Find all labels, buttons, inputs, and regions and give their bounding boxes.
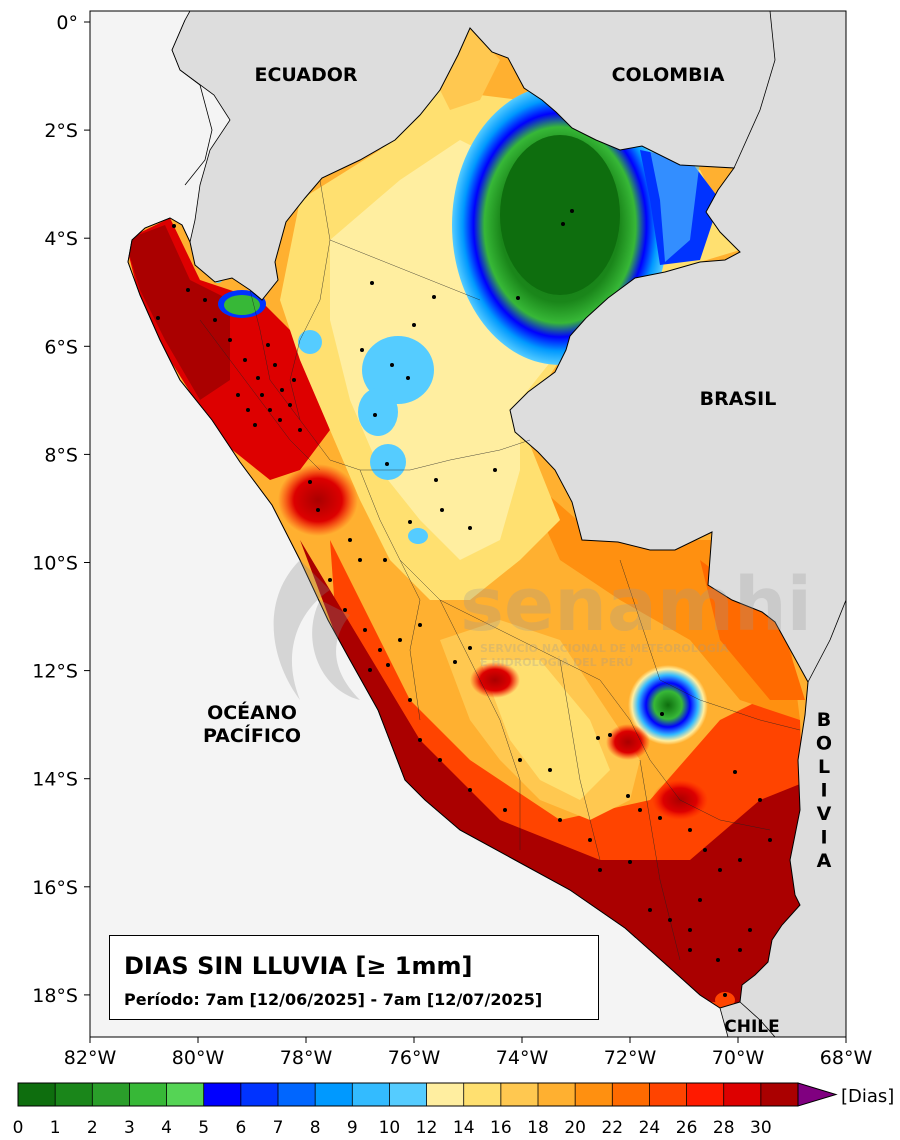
colorbar-tick-label: 26: [676, 1118, 698, 1138]
peru-outline: [127, 27, 809, 1009]
colorbar-tick-label: 22: [601, 1118, 623, 1138]
longitude-ticks: 82°W 80°W 78°W 76°W 74°W 72°W 70°W 68°W: [64, 1037, 873, 1069]
colorbar: 0 1 2 3 4 5 6 7 8 9 10 12 14 16 18 20 22 24 26 28 30[Dias]: [13, 1082, 894, 1138]
lat-tick-label: 4°S: [44, 228, 78, 250]
lon-tick-label: 70°W: [712, 1047, 765, 1069]
map-title: DIAS SIN LLUVIA [≥ 1mm]: [124, 952, 473, 980]
colorbar-extend-arrow: [797, 1082, 838, 1107]
station-markers: [156, 209, 772, 997]
lon-tick-label: 78°W: [280, 1047, 333, 1069]
label-bolivia-letter: V: [817, 803, 832, 825]
colorbar-swatch: [55, 1083, 93, 1106]
colorbar-tick-label: 24: [639, 1118, 661, 1138]
colorbar-swatch: [463, 1083, 502, 1106]
lat-tick-label: 18°S: [32, 985, 78, 1007]
label-bolivia-letter: A: [817, 850, 832, 872]
svg-text:SERVICIO NACIONAL DE METEOROLO: SERVICIO NACIONAL DE METEOROLOGÍA: [480, 642, 729, 655]
label-bolivia-letter: I: [820, 780, 827, 802]
label-bolivia-letter: I: [820, 827, 827, 849]
label-bolivia-letter: O: [816, 733, 832, 755]
colorbar-swatch: [575, 1083, 613, 1106]
lon-tick-label: 82°W: [64, 1047, 117, 1069]
label-ecuador: ECUADOR: [254, 64, 357, 86]
label-ocean-line1: OCÉANO: [207, 701, 297, 724]
latitude-ticks: 0° 2°S 4°S 6°S 8°S 10°S 12°S 14°S 16°S 18°S: [32, 12, 90, 1007]
svg-text:E HIDROLOGÍA DEL PERÚ: E HIDROLOGÍA DEL PERÚ: [480, 656, 634, 669]
colorbar-swatch: [203, 1083, 242, 1106]
colorbar-swatch: [500, 1083, 539, 1106]
lon-tick-label: 72°W: [604, 1047, 657, 1069]
senamhi-watermark: senamhi SERVICIO NACIONAL DE METEOROLOGÍ…: [273, 560, 812, 700]
colorbar-tick-label: 1: [50, 1118, 61, 1138]
colorbar-tick-label: 10: [379, 1118, 401, 1138]
colorbar-swatch: [315, 1083, 353, 1106]
colorbar-swatch: [686, 1083, 725, 1106]
colorbar-swatch: [166, 1083, 205, 1106]
colorbar-unit: [Dias]: [841, 1086, 894, 1107]
colorbar-tick-label: 30: [750, 1118, 772, 1138]
label-brasil: BRASIL: [700, 388, 777, 410]
colorbar-swatch: [649, 1083, 688, 1106]
colorbar-tick-label: 18: [527, 1118, 549, 1138]
lat-tick-label: 6°S: [44, 336, 78, 358]
lon-tick-label: 74°W: [496, 1047, 549, 1069]
lat-tick-label: 8°S: [44, 444, 78, 466]
colorbar-tick-label: 14: [453, 1118, 475, 1138]
lon-tick-label: 68°W: [820, 1047, 873, 1069]
info-box: DIAS SIN LLUVIA [≥ 1mm] Período: 7am [12…: [109, 935, 599, 1020]
colorbar-swatch: [426, 1083, 465, 1106]
lat-tick-label: 12°S: [32, 661, 78, 683]
label-colombia: COLOMBIA: [612, 64, 725, 86]
colorbar-swatch: [129, 1083, 168, 1106]
colorbar-tick-label: 5: [198, 1118, 209, 1138]
colorbar-swatch: [389, 1083, 428, 1106]
colorbar-tick-label: 6: [235, 1118, 246, 1138]
colorbar-swatch: [278, 1083, 316, 1106]
colorbar-swatch: [92, 1083, 130, 1106]
colorbar-tick-label: 20: [564, 1118, 586, 1138]
colorbar-swatch: [18, 1083, 56, 1106]
map-frame: [89, 10, 847, 1038]
colorbar-tick-label: 9: [347, 1118, 358, 1138]
colorbar-swatch: [352, 1083, 390, 1106]
colorbar-tick-label: 2: [87, 1118, 98, 1138]
colorbar-tick-label: 16: [490, 1118, 512, 1138]
lat-tick-label: 10°S: [32, 553, 78, 575]
colorbar-tick-label: 8: [310, 1118, 321, 1138]
svg-text:senamhi: senamhi: [460, 562, 812, 648]
lat-tick-label: 0°: [56, 12, 78, 34]
colorbar-tick-label: 28: [713, 1118, 735, 1138]
colorbar-tick-label: 12: [416, 1118, 438, 1138]
colorbar-swatch: [240, 1083, 279, 1106]
label-bolivia-letter: B: [817, 709, 831, 731]
lat-tick-label: 14°S: [32, 769, 78, 791]
label-bolivia-letter: L: [818, 756, 830, 778]
label-chile: CHILE: [724, 1017, 779, 1037]
colorbar-tick-label: 3: [124, 1118, 135, 1138]
lat-tick-label: 2°S: [44, 120, 78, 142]
colorbar-swatch: [612, 1083, 650, 1106]
lat-tick-label: 16°S: [32, 877, 78, 899]
colorbar-swatch: [723, 1083, 762, 1106]
colorbar-tick-label: 7: [273, 1118, 284, 1138]
colorbar-swatch: [538, 1083, 576, 1106]
period-label: Período: 7am [12/06/2025] - 7am [12/07/2…: [124, 990, 543, 1009]
colorbar-tick-label: 0: [13, 1118, 24, 1138]
country-labels: ECUADOR COLOMBIA BRASIL CHILE OCÉANO PAC…: [203, 64, 832, 1037]
lon-tick-label: 80°W: [172, 1047, 225, 1069]
colorbar-tick-label: 4: [161, 1118, 172, 1138]
colorbar-swatch: [760, 1083, 799, 1106]
label-ocean-line2: PACÍFICO: [203, 724, 301, 747]
lon-tick-label: 76°W: [388, 1047, 441, 1069]
